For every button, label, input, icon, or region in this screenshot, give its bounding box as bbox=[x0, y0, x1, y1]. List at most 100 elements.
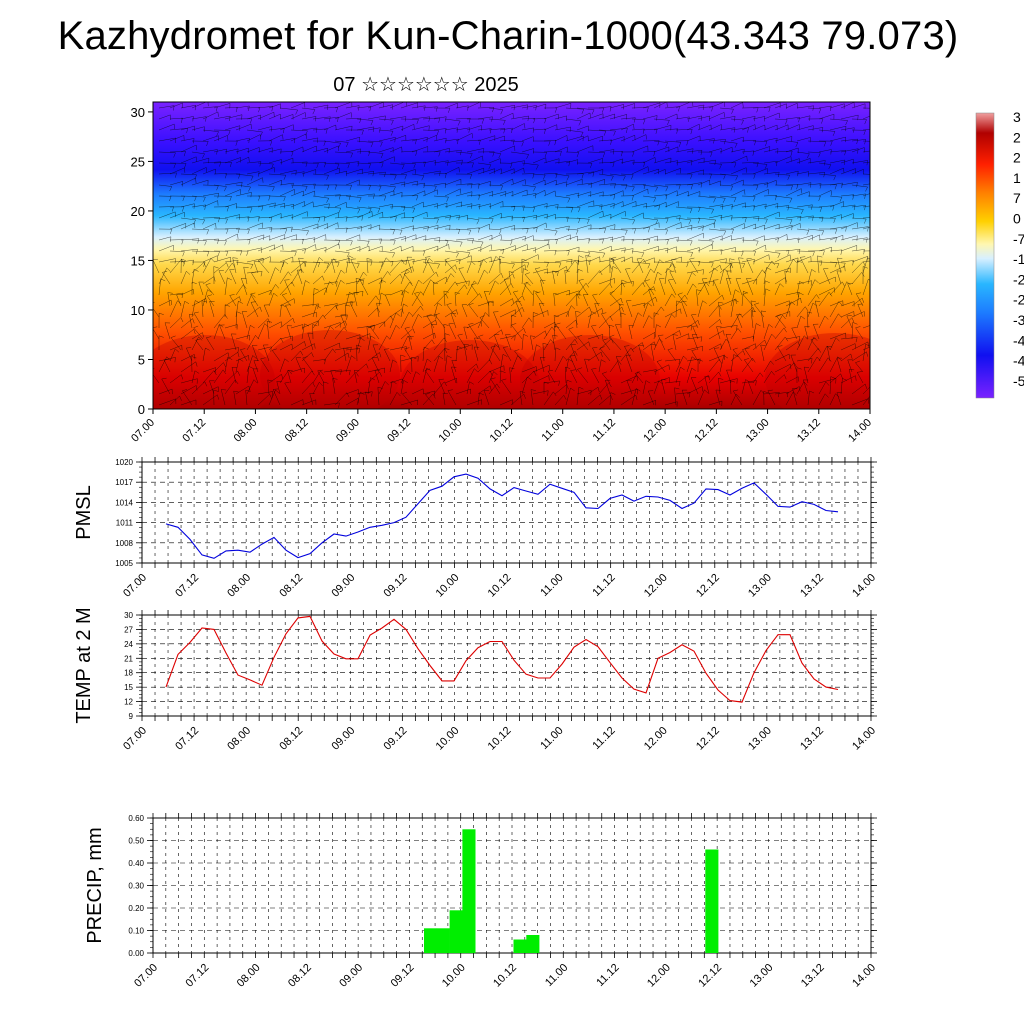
wind-barb-flag bbox=[721, 295, 725, 300]
wind-barb bbox=[675, 356, 684, 373]
wind-barb-flag bbox=[587, 252, 591, 258]
wind-barb bbox=[634, 373, 644, 384]
wind-barb-flag bbox=[768, 324, 773, 328]
wind-barb-flag bbox=[348, 370, 351, 376]
wind-barb-flag bbox=[362, 291, 364, 297]
wind-barb bbox=[422, 390, 435, 395]
wind-barb-flag bbox=[600, 352, 603, 357]
x-tick-label: 14.00 bbox=[850, 725, 878, 753]
wind-barb-flag bbox=[718, 305, 722, 310]
wind-barb-flag bbox=[570, 387, 575, 392]
wind-barb bbox=[425, 257, 435, 274]
wind-barb bbox=[323, 107, 338, 109]
wind-barb-flag bbox=[569, 126, 571, 132]
wind-barb bbox=[609, 298, 622, 307]
wind-barb bbox=[389, 116, 407, 120]
wind-barb-flag bbox=[291, 151, 294, 157]
wind-barb bbox=[840, 127, 855, 131]
wind-barb bbox=[818, 261, 837, 263]
wind-barb-flag bbox=[418, 279, 423, 284]
wind-barb bbox=[488, 213, 502, 219]
wind-barb-flag bbox=[678, 142, 682, 147]
wind-barb-flag bbox=[835, 237, 837, 243]
wind-barb-flag bbox=[691, 367, 696, 372]
wind-barb bbox=[312, 261, 329, 264]
wind-barb bbox=[774, 283, 781, 296]
wind-barb bbox=[620, 217, 635, 221]
wind-barb bbox=[851, 297, 863, 307]
wind-barb-flag bbox=[262, 177, 264, 183]
wind-barb-flag bbox=[323, 216, 326, 222]
wind-barb bbox=[818, 237, 837, 241]
wind-barb bbox=[741, 291, 744, 307]
wind-barb-flag bbox=[471, 133, 473, 139]
wind-barb bbox=[191, 217, 205, 221]
wind-barb-flag bbox=[514, 225, 516, 231]
wind-barb bbox=[631, 166, 649, 175]
wind-barb bbox=[434, 314, 446, 329]
wind-barb bbox=[697, 115, 710, 120]
wind-barb bbox=[323, 281, 330, 296]
wind-barb bbox=[180, 361, 196, 373]
wind-barb bbox=[851, 383, 866, 395]
wind-barb-flag bbox=[730, 185, 733, 191]
wind-barb-flag bbox=[543, 381, 549, 384]
wind-barb bbox=[818, 105, 832, 109]
wind-barb-flag bbox=[197, 238, 200, 244]
wind-barb bbox=[499, 245, 516, 252]
wind-barb bbox=[552, 335, 556, 351]
wind-barb-flag bbox=[205, 282, 211, 286]
wind-barb bbox=[767, 390, 776, 406]
wind-barb-flag bbox=[786, 234, 788, 240]
wind-barb bbox=[389, 273, 401, 285]
wind-barb-flag bbox=[479, 204, 481, 210]
wind-barb bbox=[224, 259, 239, 263]
wind-barb bbox=[686, 386, 703, 395]
wind-barb bbox=[851, 193, 866, 197]
wind-barb-flag bbox=[655, 369, 657, 375]
wind-barb bbox=[730, 148, 745, 153]
wind-barb bbox=[763, 237, 779, 241]
wind-barb-flag bbox=[865, 186, 868, 192]
wind-barb bbox=[334, 102, 352, 109]
wind-barb bbox=[282, 294, 292, 307]
wind-barb bbox=[625, 355, 633, 373]
wind-barb-flag bbox=[602, 238, 604, 244]
wind-barb-flag bbox=[502, 249, 504, 255]
wind-barb-flag bbox=[216, 149, 218, 155]
x-tick-label: 07.00 bbox=[129, 417, 157, 445]
wind-barb bbox=[422, 170, 441, 175]
wind-barb bbox=[455, 250, 470, 253]
wind-barb bbox=[235, 216, 250, 219]
wind-barb-flag bbox=[874, 260, 875, 265]
wind-barb-flag bbox=[785, 336, 789, 342]
wind-barb-flag bbox=[253, 379, 258, 384]
wind-barb bbox=[564, 270, 567, 285]
wind-barb-flag bbox=[511, 128, 513, 134]
wind-barb bbox=[312, 162, 326, 164]
wind-barb-flag bbox=[701, 386, 704, 392]
wind-barb-flag bbox=[489, 371, 493, 376]
wind-barb bbox=[279, 137, 296, 142]
wind-barb bbox=[301, 311, 317, 318]
wind-barb bbox=[532, 128, 546, 131]
wind-barb bbox=[488, 248, 504, 252]
wind-barb-flag bbox=[183, 151, 186, 157]
wind-barb-flag bbox=[503, 346, 509, 348]
wind-barb-flag bbox=[457, 333, 463, 336]
wind-barb-flag bbox=[251, 294, 256, 298]
wind-barb bbox=[312, 223, 328, 230]
wind-barb-flag bbox=[235, 141, 238, 146]
wind-barb-flag bbox=[203, 261, 206, 267]
wind-barb-flag bbox=[824, 393, 829, 398]
wind-barb-flag bbox=[359, 148, 361, 154]
wind-barb bbox=[598, 129, 616, 132]
wind-barb bbox=[510, 355, 518, 373]
wind-barb bbox=[774, 391, 789, 395]
colorbar-label: -2 bbox=[1013, 292, 1024, 308]
wind-barb-flag bbox=[807, 311, 813, 314]
wind-barb bbox=[659, 278, 666, 296]
wind-barb bbox=[444, 273, 451, 285]
wind-barb bbox=[279, 304, 282, 318]
